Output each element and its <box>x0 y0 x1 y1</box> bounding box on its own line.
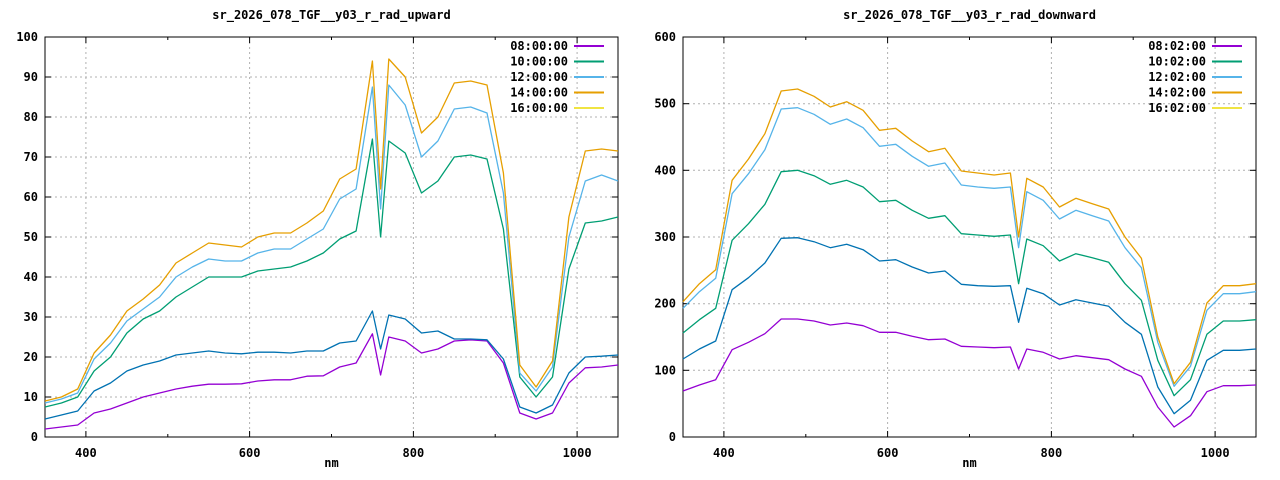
x-tick-label: 600 <box>877 446 899 460</box>
x-tick-label: 600 <box>239 446 261 460</box>
chart-panel-upward: sr_2026_078_TGF__y03_r_rad_upward 0 10 20 3… <box>16 8 619 470</box>
legend-label: 14:00:00 <box>510 86 568 100</box>
y-tick-label: 60 <box>24 190 38 204</box>
curve-08-02-00 <box>682 318 1257 428</box>
y-tick-label: 100 <box>654 363 676 377</box>
y-tick-label: 50 <box>24 230 38 244</box>
curve-08-00-00 <box>44 333 619 430</box>
y-tick-label: 10 <box>24 390 38 404</box>
legend-label: 14:02:00 <box>1148 86 1206 100</box>
plot-border <box>44 36 619 438</box>
y-tick-label: 300 <box>654 230 676 244</box>
chart-panel-downward: sr_2026_078_TGF__y03_r_rad_downward 0 100… <box>640 0 1280 480</box>
chart-title-downward: sr_2026_078_TGF__y03_r_rad_downward <box>843 8 1096 22</box>
y-tick-label: 500 <box>654 97 676 111</box>
curve-14-02-00 <box>682 88 1257 385</box>
y-tick-label: 70 <box>24 150 38 164</box>
y-tick-label: 90 <box>24 70 38 84</box>
spectral-chart-downward: 0 100 200 300 400 500 600 400 600 800 1000 08:02:00… <box>654 30 1257 460</box>
legend-label: 10:00:00 <box>510 55 568 69</box>
curve-12-00-00 <box>44 84 619 404</box>
legend-label: 16:00:00 <box>510 101 568 115</box>
x-tick-label: 1000 <box>563 446 592 460</box>
y-tick-label: 400 <box>654 163 676 177</box>
x-tick-label: 800 <box>1041 446 1063 460</box>
curve-14-00-00 <box>44 58 619 402</box>
y-tick-label: 0 <box>31 430 38 444</box>
x-tick-label: 400 <box>713 446 735 460</box>
curve-10-02-00 <box>682 169 1257 397</box>
x-axis-label-upward: nm <box>324 456 339 470</box>
legend-label: 08:00:00 <box>510 39 568 53</box>
x-tick-label: 1000 <box>1201 446 1230 460</box>
chart-title-upward: sr_2026_078_TGF__y03_r_rad_upward <box>212 8 451 22</box>
curve-10-00-00 <box>44 138 619 408</box>
legend-label: 08:02:00 <box>1148 39 1206 53</box>
x-tick-label: 400 <box>75 446 97 460</box>
y-tick-label: 600 <box>654 30 676 44</box>
y-tick-label: 100 <box>16 30 38 44</box>
curve-16-02-00 <box>682 237 1257 415</box>
y-tick-label: 40 <box>24 270 38 284</box>
y-tick-label: 0 <box>669 430 676 444</box>
y-tick-label: 80 <box>24 110 38 124</box>
legend-label: 10:02:00 <box>1148 55 1206 69</box>
plot-border <box>682 36 1257 438</box>
y-tick-label: 200 <box>654 297 676 311</box>
legend-label: 12:02:00 <box>1148 70 1206 84</box>
legend-label: 12:00:00 <box>510 70 568 84</box>
y-tick-label: 30 <box>24 310 38 324</box>
y-tick-label: 20 <box>24 350 38 364</box>
spectral-chart-upward: 0 10 20 30 40 50 60 70 80 90 100 400 600 800 1000 08:00… <box>16 30 619 460</box>
x-axis-label-downward: nm <box>962 456 977 470</box>
curve-16-00-00 <box>44 310 619 420</box>
curve-12-02-00 <box>682 107 1257 387</box>
legend-label: 16:02:00 <box>1148 101 1206 115</box>
x-tick-label: 800 <box>403 446 425 460</box>
